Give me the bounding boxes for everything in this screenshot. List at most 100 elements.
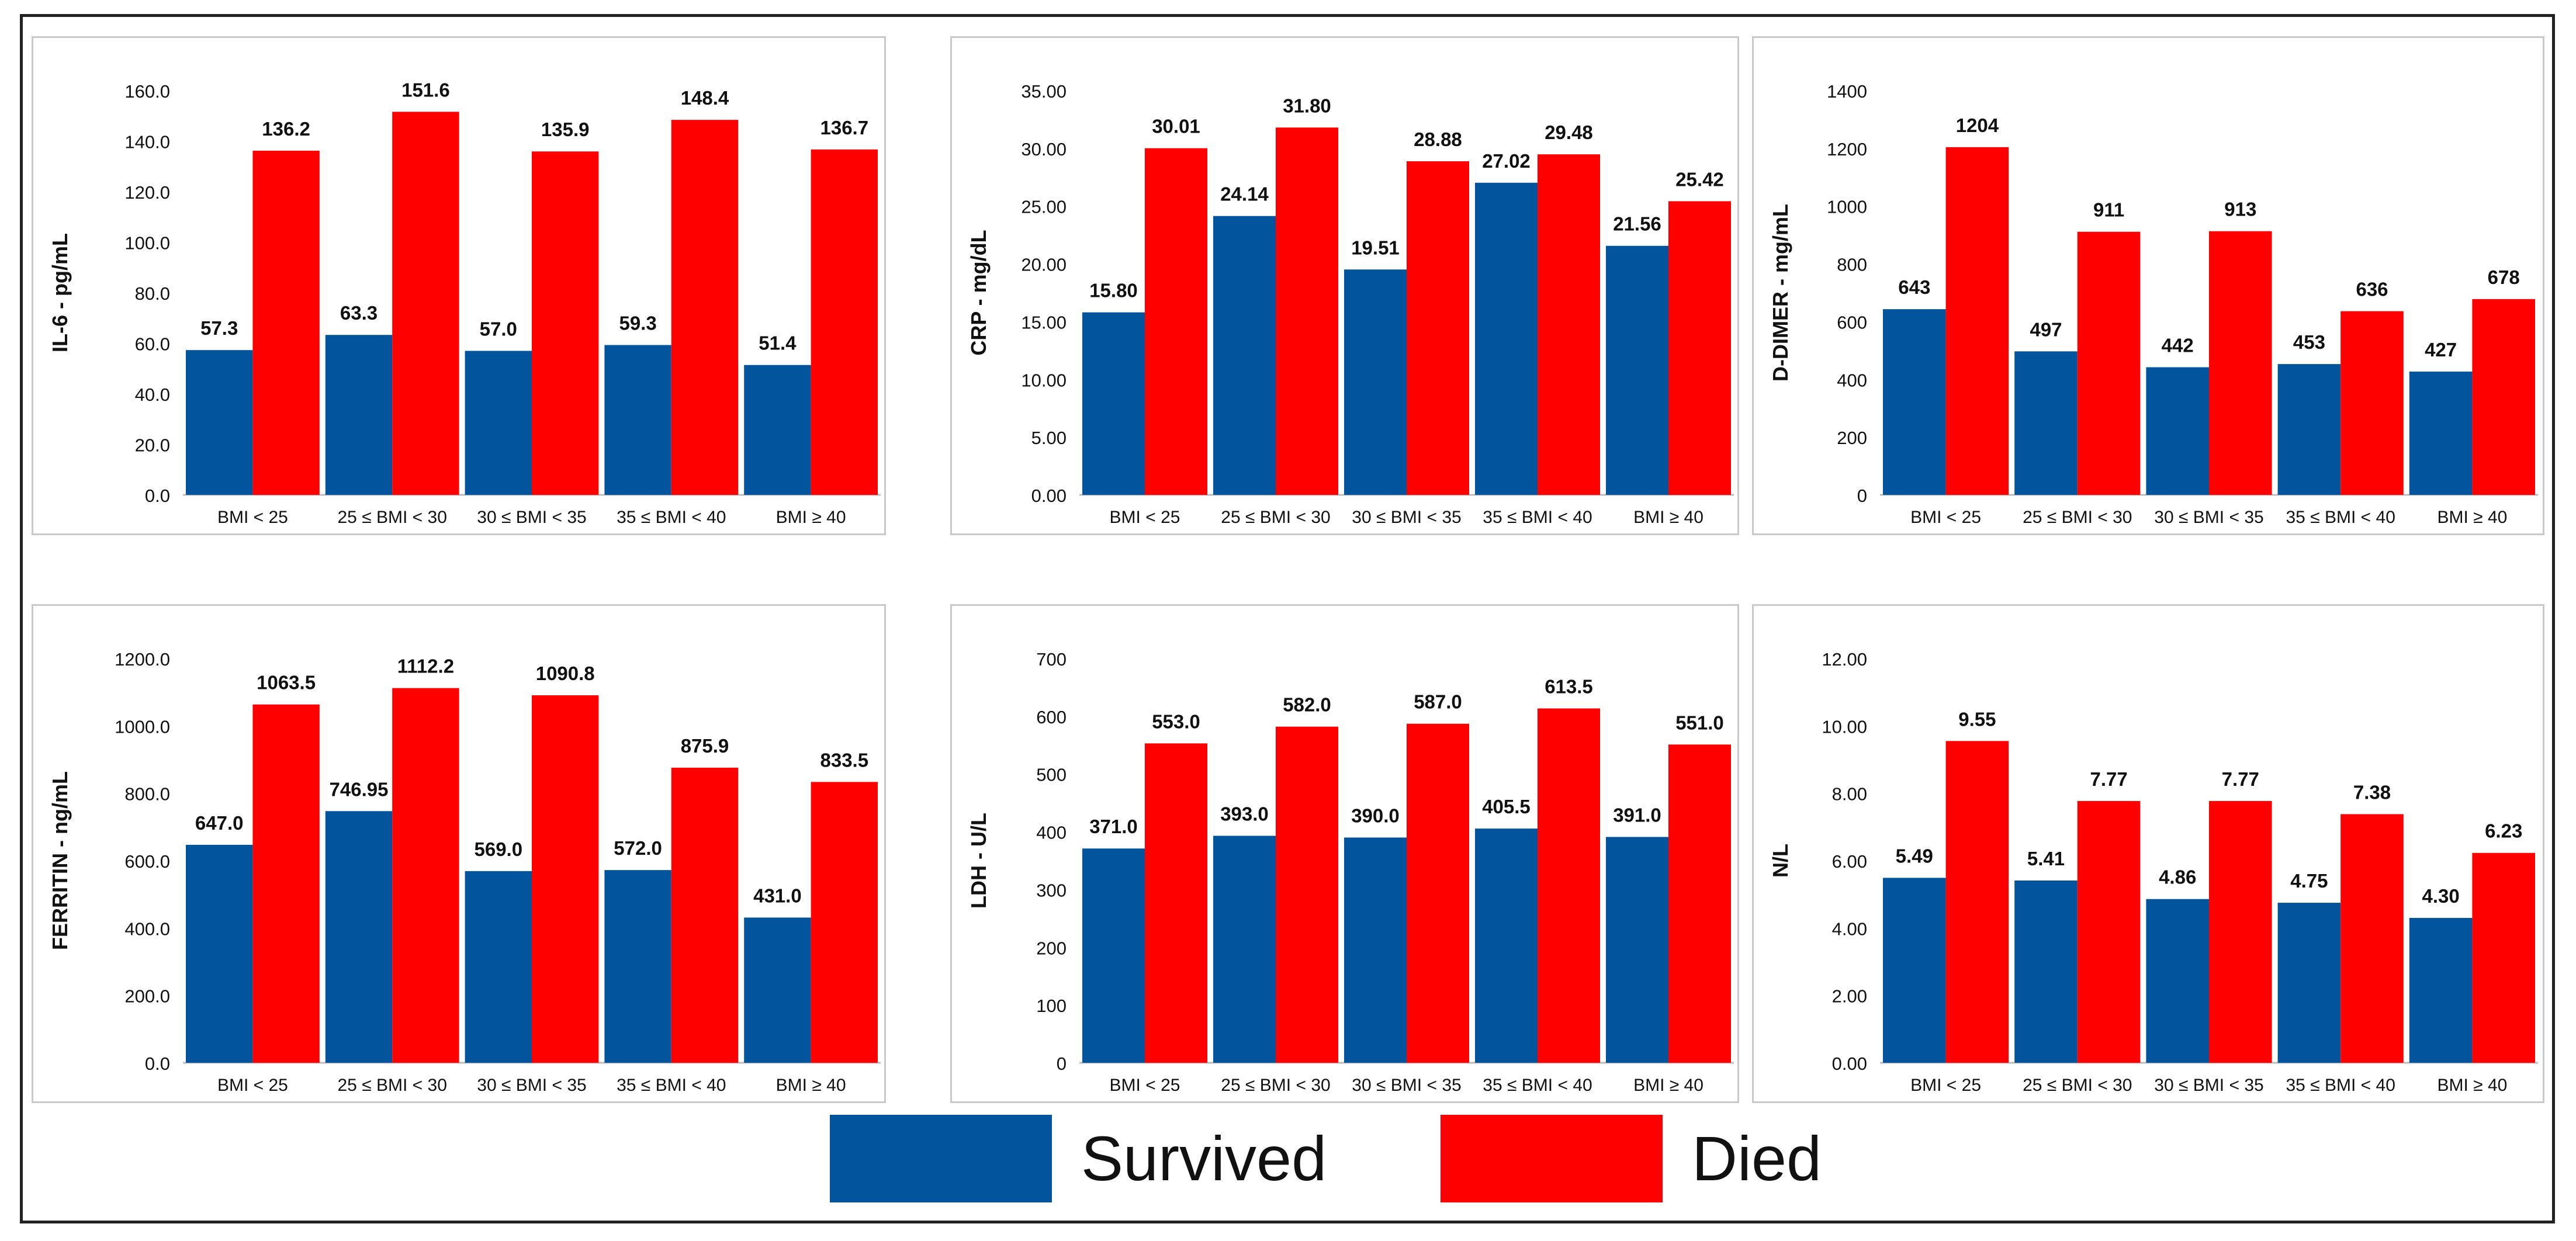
chart-svg: 0.0 200.0 400.0 600.0 800.0 1000.0 1200.0 FERRI… — [48, 649, 881, 1095]
data-label: 5.41 — [2027, 848, 2065, 869]
y-tick-label: 600.0 — [124, 851, 170, 872]
data-label: 59.3 — [619, 313, 656, 334]
bar-survived — [325, 811, 393, 1063]
y-tick-label: 1200.0 — [115, 649, 170, 670]
x-tick-label: 30 ≤ BMI < 35 — [1352, 508, 1461, 527]
data-label: 21.56 — [1613, 213, 1661, 235]
data-label: 551.0 — [1675, 712, 1724, 733]
x-tick-label: 30 ≤ BMI < 35 — [477, 508, 586, 527]
data-label: 148.4 — [681, 87, 729, 109]
bar-died — [2472, 299, 2535, 495]
bar-died — [252, 704, 320, 1063]
bar-survived — [1344, 269, 1407, 495]
data-label: 151.6 — [401, 79, 450, 100]
bar-died — [1945, 147, 2009, 495]
data-label: 643 — [1898, 276, 1930, 298]
bar-survived — [1606, 245, 1668, 495]
y-tick-label: 0 — [1857, 486, 1867, 506]
y-axis-title: D-DIMER - mg/mL — [1768, 204, 1792, 382]
y-tick-label: 1400 — [1827, 81, 1867, 102]
bar-survived — [1082, 312, 1145, 495]
bar-died — [1668, 201, 1731, 495]
x-tick-label: 30 ≤ BMI < 35 — [1352, 1076, 1461, 1095]
data-label: 135.9 — [541, 119, 590, 140]
d-dimer-chart-panel: 0 200 400 600 800 1000 1200 1400 D-DIMER - mg/mL… — [1752, 36, 2544, 535]
data-label: 833.5 — [820, 749, 869, 771]
y-tick-label: 1000.0 — [115, 716, 170, 737]
data-label: 746.95 — [330, 778, 389, 800]
bar-died — [532, 695, 599, 1063]
y-tick-label: 20.00 — [1021, 255, 1067, 275]
data-label: 442 — [2162, 335, 2194, 356]
y-axis-title: FERRITIN - ng/mL — [48, 771, 72, 950]
data-label: 30.01 — [1152, 116, 1200, 137]
bar-died — [2209, 231, 2272, 495]
x-tick-label: BMI < 25 — [1910, 1076, 1981, 1095]
x-tick-label: BMI ≥ 40 — [1633, 508, 1704, 527]
y-tick-label: 12.00 — [1822, 649, 1867, 670]
bar-died — [1407, 723, 1469, 1063]
data-label: 913 — [2224, 199, 2256, 220]
y-tick-label: 0.0 — [145, 1053, 170, 1074]
bar-died — [1145, 148, 1207, 495]
data-label: 24.14 — [1220, 183, 1269, 205]
bar-survived — [2014, 351, 2078, 495]
chart-legend: Survived Died — [830, 1115, 1823, 1208]
bar-died — [1145, 743, 1207, 1063]
bar-survived — [1344, 837, 1407, 1063]
y-tick-label: 700 — [1036, 649, 1067, 670]
data-label: 51.4 — [759, 332, 797, 354]
bar-survived — [1883, 878, 1946, 1063]
data-label: 569.0 — [475, 838, 523, 860]
x-tick-label: BMI ≥ 40 — [1633, 1076, 1704, 1095]
data-label: 19.51 — [1351, 237, 1400, 258]
bar-died — [1668, 744, 1731, 1063]
bar-died — [392, 688, 459, 1063]
data-label: 7.77 — [2222, 768, 2259, 790]
y-tick-label: 60.0 — [135, 334, 170, 355]
bar-died — [2472, 852, 2535, 1063]
y-tick-label: 5.00 — [1031, 428, 1067, 448]
x-tick-label: BMI ≥ 40 — [776, 1076, 846, 1095]
bar-died — [2209, 800, 2272, 1063]
bar-died — [1538, 708, 1600, 1063]
data-label: 5.49 — [1896, 845, 1933, 866]
y-tick-label: 4.00 — [1832, 918, 1867, 939]
x-tick-label: BMI < 25 — [1110, 1076, 1180, 1095]
bar-survived — [2146, 899, 2209, 1063]
data-label: 391.0 — [1613, 804, 1661, 826]
y-tick-label: 2.00 — [1832, 986, 1867, 1007]
x-tick-label: 35 ≤ BMI < 40 — [617, 1076, 726, 1095]
y-tick-label: 600 — [1837, 312, 1867, 332]
bar-died — [811, 782, 878, 1063]
chart-svg: 0.00 5.00 10.00 15.00 20.00 25.00 30.00 35.00 CR… — [967, 81, 1734, 527]
data-label: 911 — [2093, 199, 2124, 221]
data-label: 431.0 — [753, 885, 802, 906]
data-label: 1063.5 — [257, 672, 316, 694]
x-tick-label: BMI < 25 — [217, 1076, 288, 1095]
data-label: 636 — [2356, 279, 2388, 300]
y-tick-label: 200.0 — [124, 986, 170, 1007]
y-tick-label: 120.0 — [124, 182, 170, 203]
x-tick-label: 35 ≤ BMI < 40 — [2286, 508, 2395, 527]
y-tick-label: 500 — [1036, 765, 1067, 785]
y-tick-label: 200 — [1036, 938, 1067, 958]
chart-svg: 0.00 2.00 4.00 6.00 8.00 10.00 12.00 N/L 5.49 9.5… — [1768, 649, 2538, 1095]
data-label: 27.02 — [1482, 150, 1531, 172]
chart-svg: 0 100 200 300 400 500 600 700 LDH - U/L 371.0 553.… — [967, 649, 1734, 1095]
bar-survived — [2146, 367, 2209, 495]
x-tick-label: BMI < 25 — [1110, 508, 1180, 527]
data-label: 7.77 — [2090, 768, 2127, 790]
legend-swatch-survived — [830, 1115, 1052, 1202]
y-tick-label: 600 — [1036, 707, 1067, 727]
data-label: 582.0 — [1283, 694, 1331, 716]
crp-chart-panel: 0.00 5.00 10.00 15.00 20.00 25.00 30.00 35.00 CR… — [950, 36, 1739, 535]
y-tick-label: 100 — [1036, 996, 1067, 1016]
bar-died — [2340, 311, 2404, 495]
x-tick-label: 35 ≤ BMI < 40 — [617, 508, 726, 527]
data-label: 31.80 — [1283, 95, 1331, 116]
data-label: 7.38 — [2353, 781, 2391, 803]
y-axis-title: IL-6 - pg/mL — [48, 233, 72, 352]
y-tick-label: 100.0 — [124, 233, 170, 254]
data-label: 427 — [2425, 339, 2457, 360]
